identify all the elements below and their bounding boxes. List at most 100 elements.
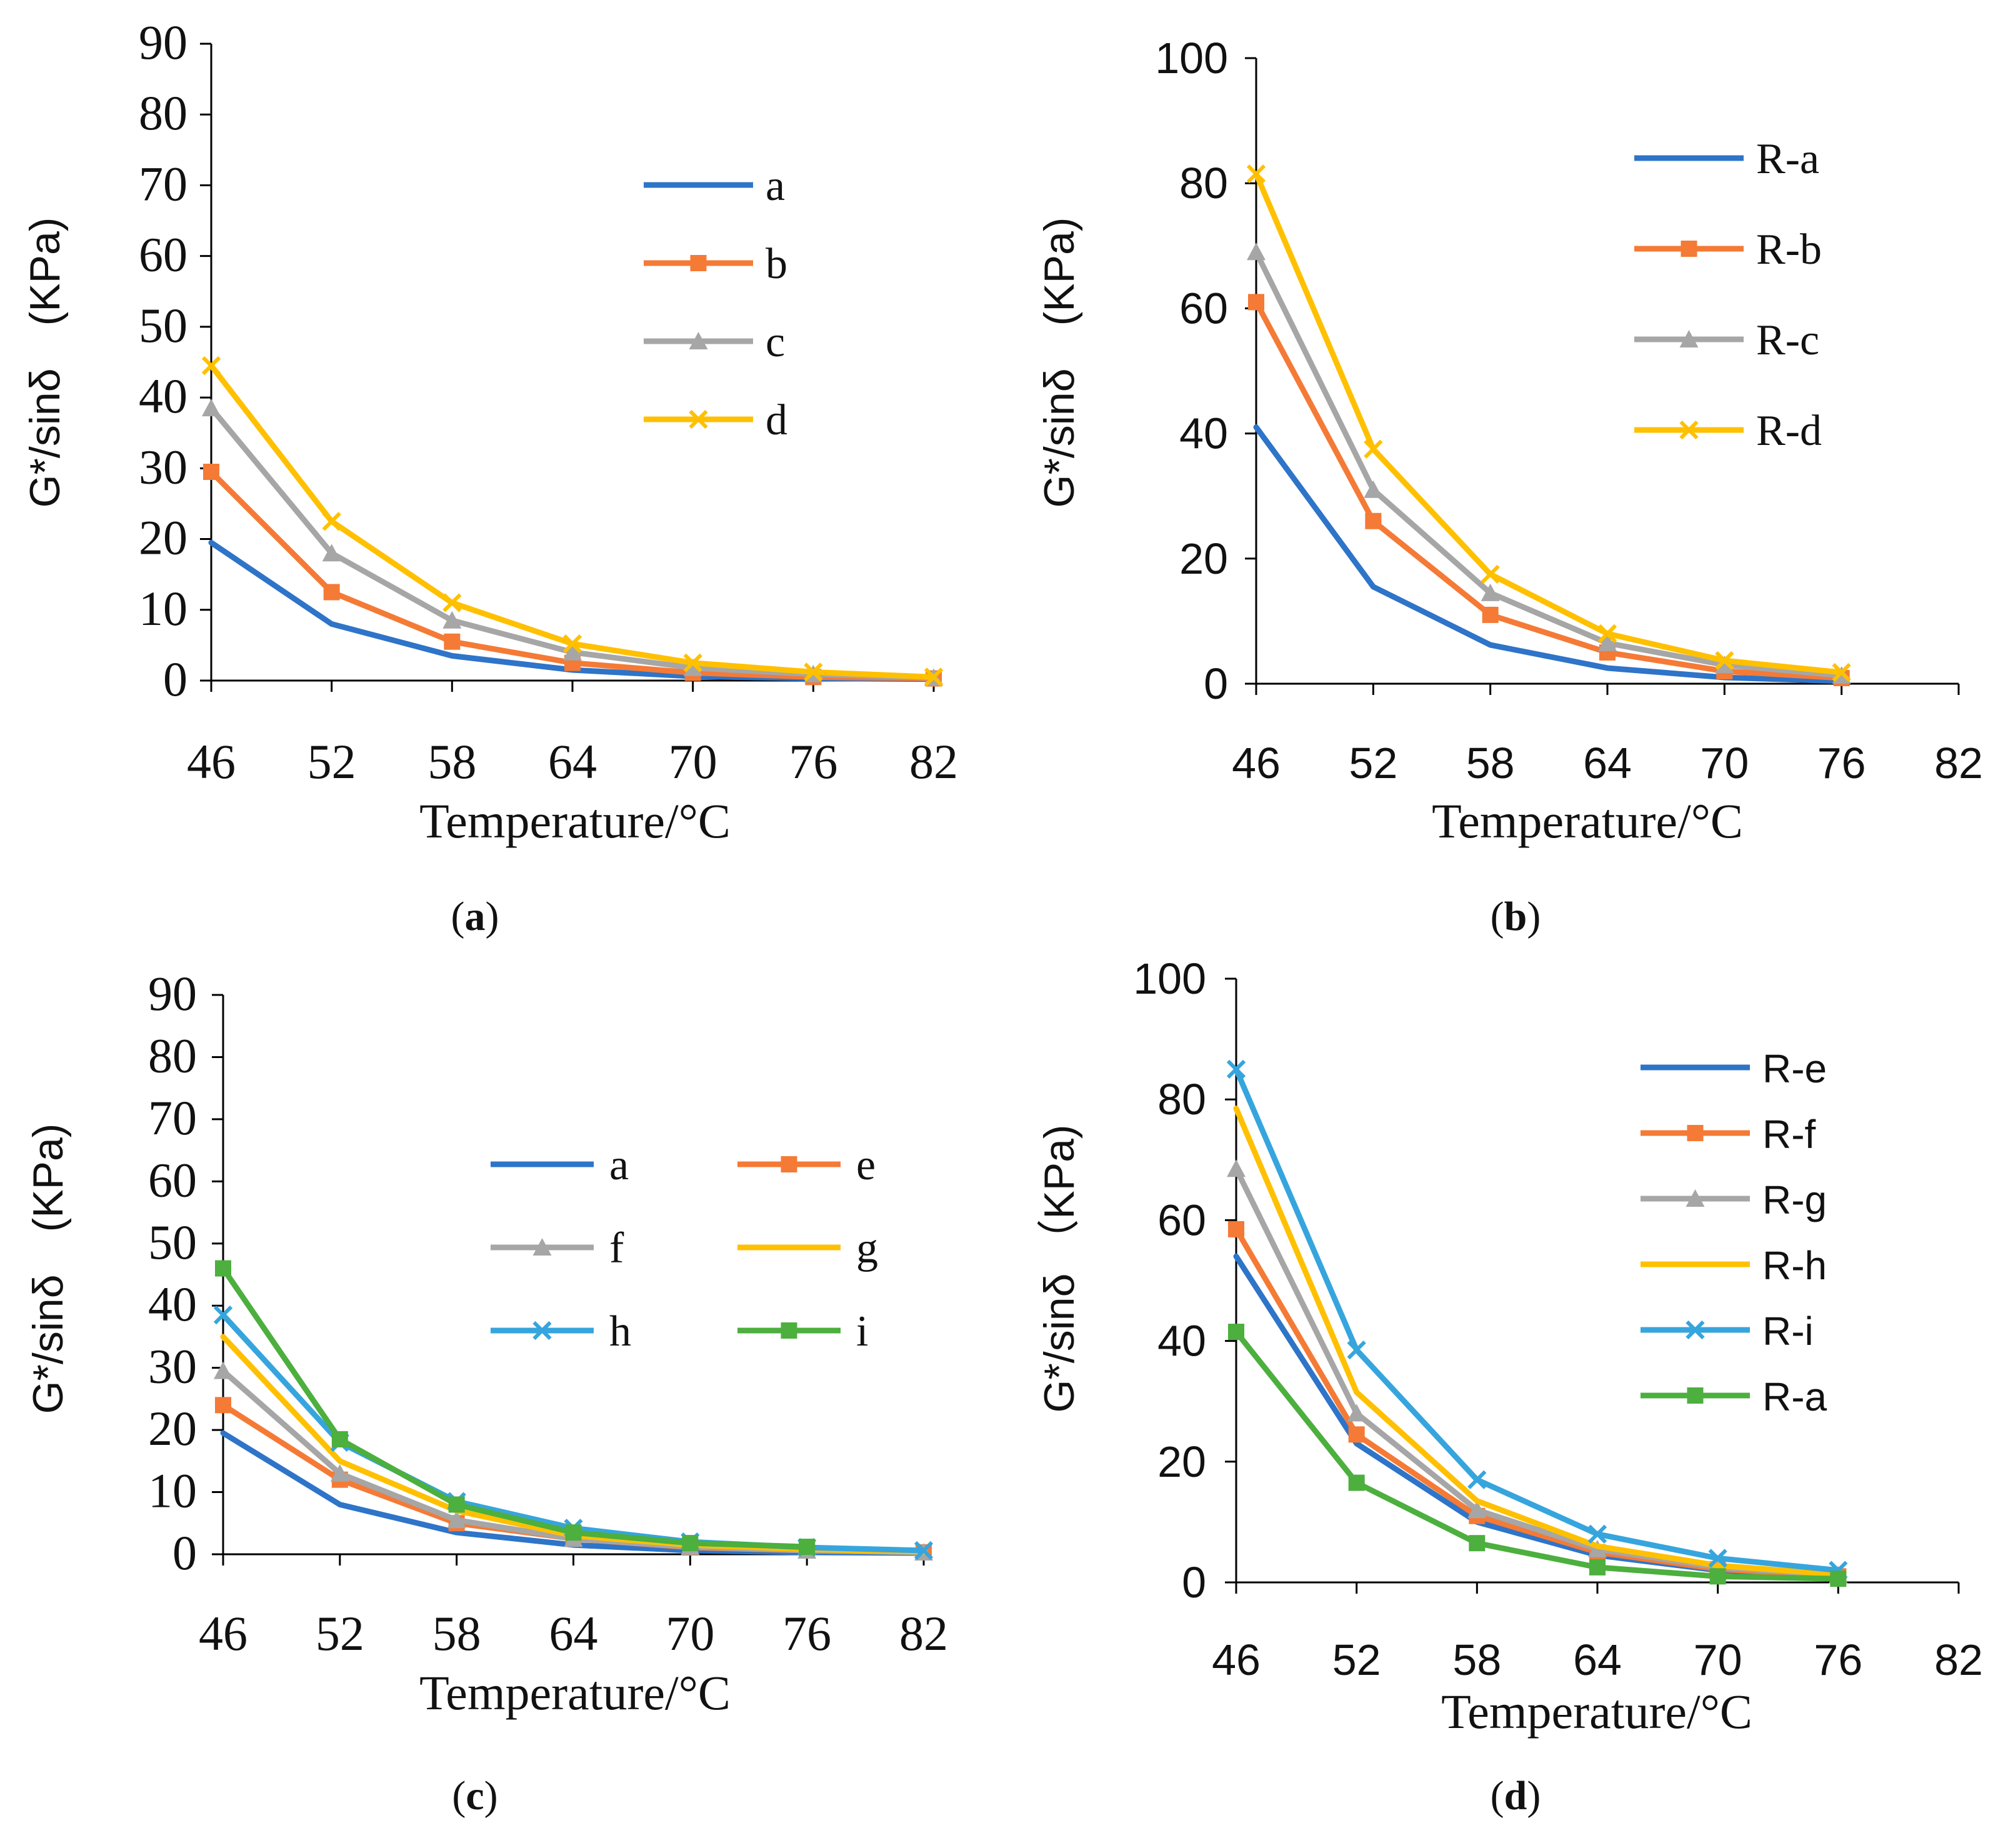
marker-c [563, 642, 582, 661]
marker-d [804, 662, 823, 682]
legend-item-R-i: R-i [1641, 1309, 1814, 1354]
series-d [201, 356, 944, 687]
marker-i [682, 1535, 699, 1552]
y-tick-label: 0 [172, 1526, 197, 1580]
x-tick-label: 76 [789, 734, 837, 789]
line-i [220, 1266, 810, 1550]
marker-R-i [1587, 1524, 1607, 1544]
x-tick-label: 82 [1934, 1636, 1983, 1684]
marker-R-g [1347, 1404, 1366, 1422]
marker-R-f [1687, 1125, 1704, 1141]
marker-R-a [1709, 1568, 1726, 1585]
x-axis-title: Temperature/°C [419, 794, 731, 848]
x-tick-label: 64 [1583, 739, 1632, 787]
y-tick-label: 50 [139, 298, 187, 352]
y-tick-label: 70 [139, 156, 187, 211]
x-axis-title: Temperature/°C [419, 1666, 731, 1720]
panel-b: 0 20 40 60 80 100 46 52 58 64 70 76 82 Temperature/°C… [1036, 34, 1983, 939]
legend-label: e [856, 1141, 876, 1189]
marker-d [322, 512, 341, 531]
marker-R-c [1481, 583, 1500, 601]
y-tick-label: 20 [148, 1401, 197, 1456]
legend: a e f g h i [491, 1141, 878, 1356]
x-tick-label: 76 [1817, 739, 1866, 787]
marker-R-a [1469, 1535, 1486, 1552]
series-R-i [1226, 1059, 1848, 1580]
line-R-a [1233, 1329, 1841, 1582]
marker-f [532, 1238, 552, 1256]
x-tick-label: 82 [909, 734, 958, 789]
x-tick-label: 52 [1349, 739, 1397, 787]
series-i [215, 1260, 816, 1556]
marker-R-g [1227, 1159, 1246, 1177]
x-tick-label: 76 [782, 1606, 831, 1661]
marker-c [689, 332, 708, 349]
marker-R-f [1348, 1426, 1365, 1443]
y-tick-label: 100 [1133, 954, 1206, 1003]
marker-i [565, 1524, 582, 1541]
marker-R-a [1348, 1474, 1365, 1491]
marker-i [331, 1431, 348, 1448]
marker-i [215, 1260, 231, 1277]
x-tick-label: 52 [316, 1606, 364, 1661]
marker-b [203, 463, 219, 480]
marker-R-f [1228, 1221, 1244, 1237]
y-tick-label: 80 [139, 86, 187, 140]
y-tick-label: 0 [1204, 659, 1228, 708]
marker-i [781, 1322, 797, 1339]
panel-caption: (d) [1491, 1773, 1541, 1819]
marker-R-c [1364, 480, 1383, 498]
line-R-h [1233, 1106, 1841, 1577]
series-g [220, 1334, 927, 1555]
y-tick-label: 60 [1179, 284, 1228, 332]
legend-item-g: g [737, 1224, 878, 1272]
marker-R-b [1248, 294, 1264, 311]
y-tick-label: 10 [148, 1464, 197, 1518]
marker-f [330, 1464, 349, 1482]
legend-item-R-b: R-b [1634, 226, 1822, 274]
marker-i [448, 1496, 465, 1513]
marker-R-d [1715, 651, 1734, 671]
legend-label: R-h [1762, 1243, 1827, 1288]
marker-R-i [1226, 1059, 1246, 1079]
legend-label: b [766, 240, 787, 288]
y-tick-label: 50 [148, 1215, 197, 1269]
x-tick-label: 70 [1694, 1636, 1742, 1684]
line-R-g [1233, 1166, 1841, 1578]
panel-d: 0 20 40 60 80 100 46 52 58 64 70 76 82 Temperature/°C… [1036, 954, 1983, 1819]
y-axis-title: G*/sinδ (KPa) [21, 217, 69, 508]
legend-label: d [766, 396, 787, 444]
legend-label: R-c [1756, 316, 1819, 364]
marker-R-g [1686, 1189, 1705, 1207]
x-tick-label: 58 [1452, 1636, 1501, 1684]
marker-R-a [1830, 1571, 1847, 1587]
y-tick-label: 80 [1157, 1075, 1206, 1124]
x-tick-label: 64 [549, 1606, 598, 1661]
marker-R-i [1708, 1549, 1727, 1568]
marker-i [799, 1539, 816, 1556]
x-axis-title: Temperature/°C [1441, 1684, 1752, 1739]
line-c [208, 405, 937, 681]
marker-R-b [1365, 512, 1382, 529]
marker-R-a [1687, 1387, 1704, 1404]
legend-label: R-g [1762, 1177, 1827, 1222]
marker-d [442, 593, 462, 612]
y-tick-label: 20 [139, 511, 187, 565]
panel-caption: (b) [1491, 894, 1541, 939]
legend-item-R-e: R-e [1641, 1046, 1827, 1091]
marker-c [683, 658, 702, 676]
panel-a: 0 10 20 30 40 50 60 70 80 90 46 52 58 64 70 76 82 Tempera… [21, 15, 958, 939]
legend-item-R-a: R-a [1641, 1374, 1827, 1419]
marker-h [914, 1541, 934, 1561]
marker-R-i [1686, 1320, 1705, 1340]
legend-label: a [766, 162, 785, 210]
legend-label: c [766, 318, 785, 366]
legend-item-e: e [737, 1141, 876, 1189]
legend-label: h [609, 1307, 631, 1356]
line-g [220, 1334, 927, 1555]
y-tick-label: 40 [148, 1277, 197, 1331]
series-h [213, 1306, 934, 1561]
line-h [220, 1312, 927, 1554]
legend-item-R-h: R-h [1641, 1243, 1827, 1288]
